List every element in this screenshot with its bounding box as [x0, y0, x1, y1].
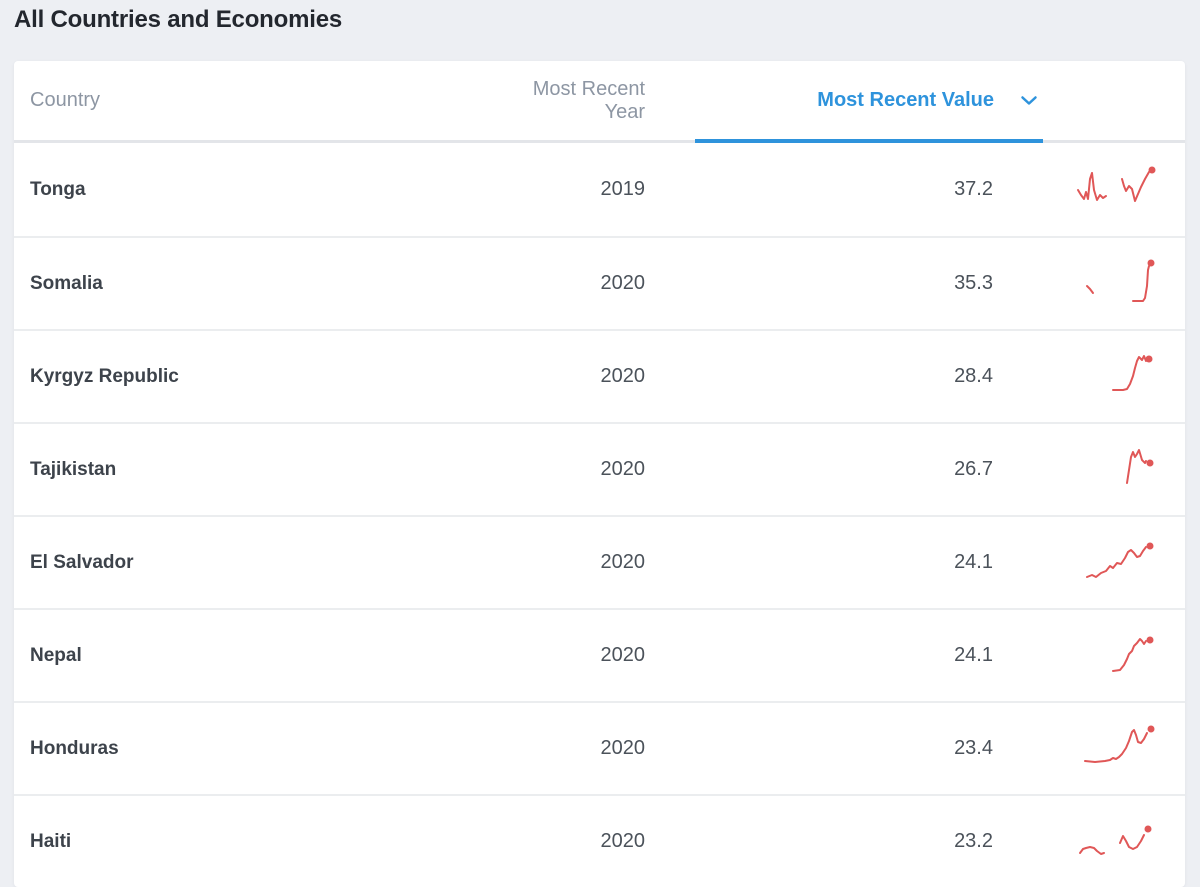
value-cell: 23.4: [954, 737, 993, 759]
year-cell: 2020: [600, 644, 646, 666]
sparkline-cell: [1043, 442, 1185, 498]
value-cell: 26.7: [954, 458, 993, 480]
country-cell: Somalia: [30, 272, 103, 294]
column-header-most-recent-year[interactable]: Most Recent Year: [515, 78, 695, 124]
page-title: All Countries and Economies: [14, 6, 342, 33]
column-header-most-recent-value[interactable]: Most Recent Value: [695, 61, 1043, 143]
chevron-down-icon: [1021, 95, 1037, 105]
sparkline-cell: [1043, 721, 1185, 777]
year-cell: 2019: [600, 178, 646, 200]
sort-active-underline: [695, 139, 1043, 143]
sparkline-chart: [1112, 354, 1153, 391]
country-cell: El Salvador: [30, 551, 134, 573]
country-cell: Honduras: [30, 737, 119, 759]
table-header-row: Country Most Recent Year Most Recent Val…: [14, 61, 1185, 143]
value-cell: 24.1: [954, 551, 993, 573]
sparkline-cell: [1043, 162, 1185, 218]
country-cell: Kyrgyz Republic: [30, 365, 179, 387]
year-cell: 2020: [600, 737, 646, 759]
year-cell: 2020: [600, 458, 646, 480]
sparkline-cell: [1043, 535, 1185, 591]
table-row[interactable]: Tonga 2019 37.2: [14, 143, 1185, 236]
value-cell: 28.4: [954, 365, 993, 387]
value-cell: 24.1: [954, 644, 993, 666]
year-cell: 2020: [600, 272, 646, 294]
column-header-year-label: Most Recent Year: [532, 77, 645, 123]
sparkline-cell: [1043, 349, 1185, 405]
sparkline-chart: [1084, 725, 1155, 763]
year-cell: 2020: [600, 365, 646, 387]
sparkline-chart: [1079, 825, 1152, 855]
column-header-country-label: Country: [30, 89, 101, 111]
country-cell: Tonga: [30, 178, 86, 200]
value-cell: 35.3: [954, 272, 993, 294]
column-header-country[interactable]: Country: [30, 89, 515, 112]
sparkline-chart: [1077, 166, 1156, 202]
sparkline-chart: [1086, 259, 1155, 302]
countries-table: Country Most Recent Year Most Recent Val…: [14, 61, 1185, 887]
table-row[interactable]: Honduras 2020 23.4: [14, 701, 1185, 794]
sparkline-chart: [1112, 636, 1154, 672]
country-cell: Tajikistan: [30, 458, 117, 480]
value-cell: 23.2: [954, 830, 993, 852]
table-row[interactable]: Nepal 2020 24.1: [14, 608, 1185, 701]
year-cell: 2020: [600, 551, 646, 573]
column-header-value-label: Most Recent Value: [817, 89, 994, 111]
sparkline-cell: [1043, 628, 1185, 684]
table-row[interactable]: Kyrgyz Republic 2020 28.4: [14, 329, 1185, 422]
sparkline-chart: [1086, 542, 1154, 578]
year-cell: 2020: [600, 830, 646, 852]
value-cell: 37.2: [954, 178, 993, 200]
table-body: Tonga 2019 37.2 Somalia 2020 35.3 Kyrgyz…: [14, 143, 1185, 887]
country-cell: Haiti: [30, 830, 72, 852]
table-row[interactable]: Somalia 2020 35.3: [14, 236, 1185, 329]
table-row[interactable]: Haiti 2020 23.2: [14, 794, 1185, 887]
table-row[interactable]: El Salvador 2020 24.1: [14, 515, 1185, 608]
table-row[interactable]: Tajikistan 2020 26.7: [14, 422, 1185, 515]
sparkline-chart: [1126, 448, 1154, 484]
country-cell: Nepal: [30, 644, 82, 666]
sparkline-cell: [1043, 814, 1185, 870]
sparkline-cell: [1043, 256, 1185, 312]
